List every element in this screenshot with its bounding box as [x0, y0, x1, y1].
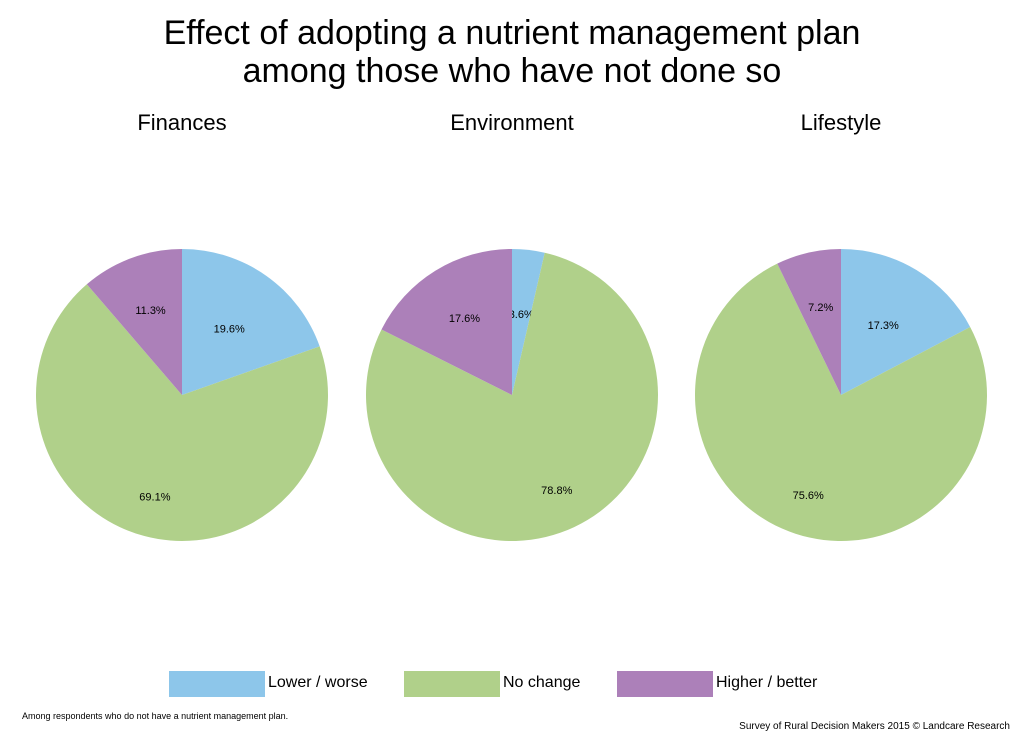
source-credit: Survey of Rural Decision Makers 2015 © L… [739, 721, 1010, 732]
pie-slice-environment-no-change [366, 252, 659, 542]
chart-title: Effect of adopting a nutrient management… [0, 14, 1024, 90]
pie-slice-lifestyle-no-change [694, 263, 987, 542]
pie-label-environment-higher-better: 17.6% [449, 313, 480, 325]
pie-label-environment-no-change: 78.8% [541, 485, 572, 497]
pie-label-finances-lower-worse: 19.6% [214, 323, 245, 335]
pie-finances: Finances 19.6% 69.1% 11.3% [36, 110, 329, 541]
legend-label-lower-worse: Lower / worse [268, 674, 368, 691]
legend-swatch-lower-worse [169, 671, 265, 697]
pie-title-finances: Finances [137, 110, 226, 135]
legend-swatch-no-change [404, 671, 500, 697]
pie-title-lifestyle: Lifestyle [801, 110, 882, 135]
pie-lifestyle: Lifestyle 17.3% 75.6% 7.2% [694, 110, 987, 542]
pie-label-finances-no-change: 69.1% [139, 492, 170, 504]
pie-slice-lifestyle-higher-better [777, 249, 841, 395]
pie-label-environment-lower-worse: 3.6% [509, 309, 534, 321]
pie-title-environment: Environment [450, 110, 574, 135]
chart-title-line-2: among those who have not done so [242, 52, 782, 90]
pie-label-lifestyle-no-change: 75.6% [793, 490, 824, 502]
pie-slice-lifestyle-lower-worse [841, 249, 971, 395]
pie-label-finances-higher-better: 11.3% [135, 305, 166, 317]
pie-environment: Environment 3.6% 78.8% 17.6% [366, 110, 659, 542]
pie-slice-environment-higher-better [381, 249, 512, 395]
legend-label-no-change: No change [503, 674, 581, 691]
pie-slice-finances-no-change [36, 284, 329, 541]
pie-label-lifestyle-lower-worse: 17.3% [868, 320, 899, 332]
legend-swatch-higher-better [617, 671, 713, 697]
legend: Lower / worse No change Higher / better [0, 670, 1024, 700]
footnote: Among respondents who do not have a nutr… [22, 711, 289, 721]
pie-label-lifestyle-higher-better: 7.2% [808, 302, 833, 314]
pie-slice-finances-lower-worse [182, 249, 320, 395]
legend-label-higher-better: Higher / better [716, 674, 818, 691]
pie-slice-finances-higher-better [86, 249, 182, 395]
chart-title-line-1: Effect of adopting a nutrient management… [163, 14, 861, 52]
pie-slice-environment-lower-worse [512, 249, 545, 395]
